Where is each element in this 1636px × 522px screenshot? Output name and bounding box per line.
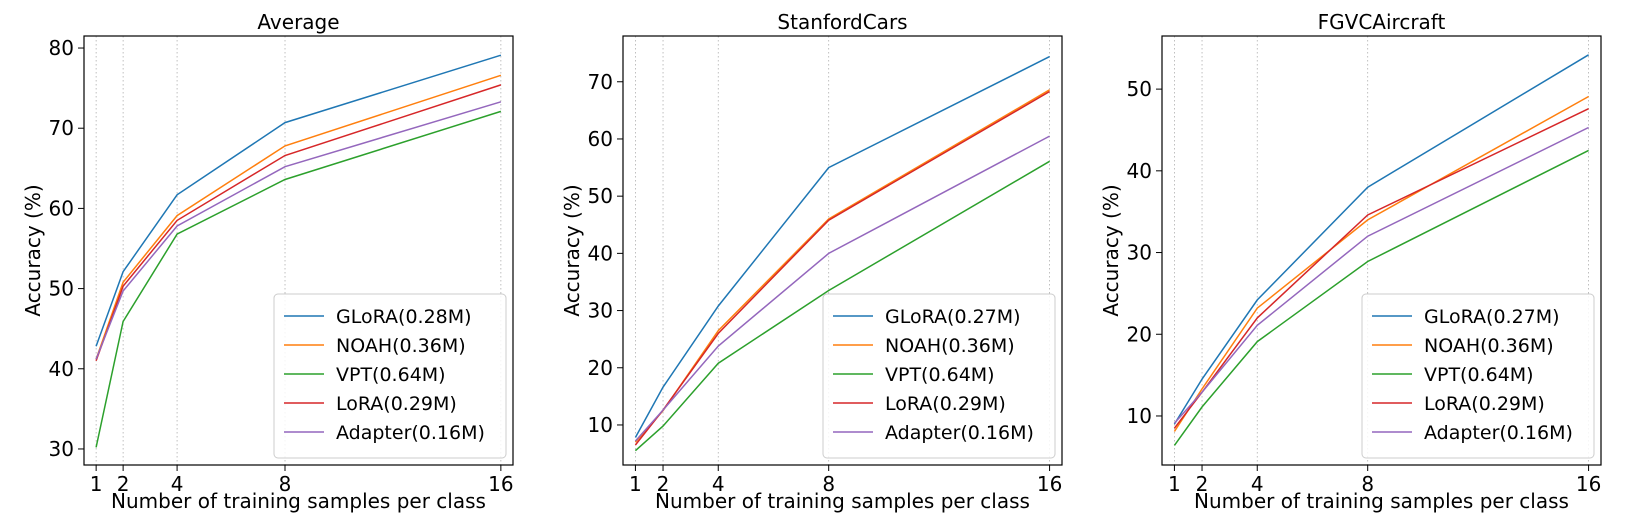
- series-line-3: [634, 160, 1050, 452]
- series-line-5: [95, 101, 502, 360]
- legend-label: GLoRA(0.27M): [885, 306, 1021, 328]
- chart-title: StanfordCars: [777, 10, 907, 34]
- legend-label: GLoRA(0.28M): [336, 306, 472, 328]
- x-tick-label: 1: [90, 472, 103, 496]
- chart-panel-2: 1 2 4 8 16 10 20 30 40 50 60 70 StanfordCars Number o…: [560, 10, 1063, 513]
- y-tick-label: 60: [49, 196, 74, 220]
- legend-label: LoRA(0.29M): [1424, 393, 1545, 415]
- series-line-1: [1173, 54, 1589, 425]
- legend: GLoRA(0.27M) NOAH(0.36M) VPT(0.64M) LoRA(0.…: [822, 293, 1056, 459]
- series-line-3: [1173, 149, 1589, 446]
- x-tick-label: 16: [1576, 472, 1601, 496]
- y-tick-label: 40: [49, 357, 74, 381]
- legend-label: Adapter(0.16M): [1424, 422, 1573, 444]
- x-tick-label: 1: [629, 472, 642, 496]
- chart-panel-1: 1 2 4 8 16 30 40 50 60 70 80 Average Number of train…: [21, 10, 514, 513]
- y-tick-label: 30: [49, 437, 74, 461]
- legend-label: VPT(0.64M): [1424, 364, 1534, 386]
- legend-label: Adapter(0.16M): [885, 422, 1034, 444]
- y-tick-label: 40: [1127, 159, 1152, 183]
- y-tick-label: 20: [1127, 322, 1152, 346]
- x-tick-label: 4: [712, 472, 725, 496]
- x-tick-label: 8: [822, 472, 835, 496]
- legend-label: VPT(0.64M): [336, 364, 446, 386]
- y-tick-label: 50: [49, 277, 74, 301]
- y-tick-label: 30: [588, 299, 613, 323]
- series-line-3: [95, 110, 502, 448]
- legend: GLoRA(0.27M) NOAH(0.36M) VPT(0.64M) LoRA(0.…: [1361, 293, 1595, 459]
- series-line-4: [1173, 108, 1589, 429]
- legend-label: VPT(0.64M): [885, 364, 995, 386]
- axes-frame: [83, 35, 514, 466]
- series-line-1: [634, 55, 1050, 438]
- x-tick-label: 2: [117, 472, 130, 496]
- y-tick-label: 10: [588, 413, 613, 437]
- series-line-4: [634, 90, 1050, 446]
- x-axis-label: Number of training samples per class: [111, 489, 486, 513]
- legend-label: GLoRA(0.27M): [1424, 306, 1560, 328]
- series-line-2: [95, 74, 502, 360]
- y-tick-label: 70: [49, 116, 74, 140]
- y-tick-label: 30: [1127, 241, 1152, 265]
- y-tick-label: 50: [1127, 77, 1152, 101]
- x-tick-label: 4: [1251, 472, 1264, 496]
- axes-frame: [622, 35, 1063, 466]
- y-axis-label: Accuracy (%): [1099, 184, 1123, 316]
- series-line-1: [95, 54, 502, 347]
- y-axis-label: Accuracy (%): [560, 184, 584, 316]
- y-tick-label: 70: [588, 70, 613, 94]
- x-tick-label: 2: [1196, 472, 1209, 496]
- series-line-5: [634, 135, 1050, 442]
- legend-label: LoRA(0.29M): [336, 393, 457, 415]
- series-line-5: [1173, 126, 1589, 424]
- x-tick-label: 1: [1168, 472, 1181, 496]
- chart-panel-3: 1 2 4 8 16 10 20 30 40 50 FGVCAircraft Number of tr…: [1099, 10, 1602, 513]
- legend-label: Adapter(0.16M): [336, 422, 485, 444]
- x-tick-label: 16: [1037, 472, 1062, 496]
- y-tick-label: 10: [1127, 404, 1152, 428]
- x-axis-label: Number of training samples per class: [1194, 489, 1569, 513]
- x-axis-label: Number of training samples per class: [655, 489, 1030, 513]
- y-tick-label: 50: [588, 184, 613, 208]
- y-tick-label: 80: [49, 36, 74, 60]
- legend-label: LoRA(0.29M): [885, 393, 1006, 415]
- series-line-4: [95, 84, 502, 362]
- chart-title: FGVCAircraft: [1318, 10, 1446, 34]
- axes-frame: [1161, 35, 1602, 466]
- y-axis-label: Accuracy (%): [21, 184, 45, 316]
- y-tick-label: 20: [588, 356, 613, 380]
- y-tick-label: 40: [588, 241, 613, 265]
- legend-label: NOAH(0.36M): [1424, 335, 1554, 357]
- chart-title: Average: [257, 10, 339, 34]
- legend-box: [1361, 293, 1595, 459]
- x-tick-label: 2: [657, 472, 670, 496]
- legend: GLoRA(0.28M) NOAH(0.36M) VPT(0.64M) LoRA(0.…: [273, 293, 507, 459]
- y-tick-label: 60: [588, 127, 613, 151]
- x-tick-label: 8: [279, 472, 292, 496]
- legend-box: [822, 293, 1056, 459]
- x-tick-label: 8: [1361, 472, 1374, 496]
- x-tick-label: 4: [171, 472, 184, 496]
- legend-label: NOAH(0.36M): [885, 335, 1015, 357]
- x-tick-label: 16: [488, 472, 513, 496]
- legend-box: [273, 293, 507, 459]
- legend-label: NOAH(0.36M): [336, 335, 466, 357]
